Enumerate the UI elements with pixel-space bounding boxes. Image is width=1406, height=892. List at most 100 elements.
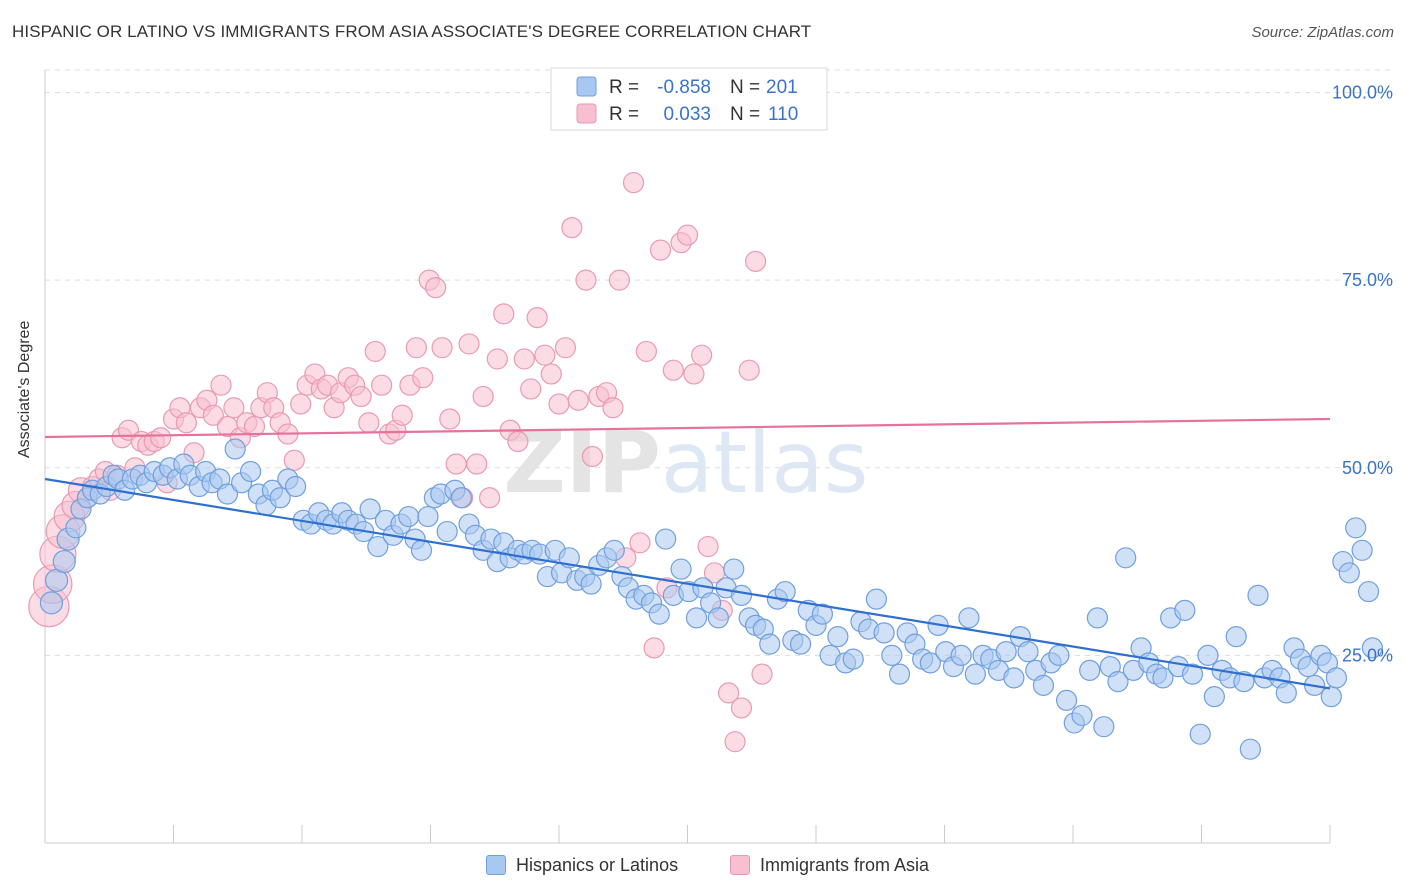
pink-point bbox=[243, 415, 266, 438]
blue-point bbox=[39, 591, 64, 615]
chart-source: Source: ZipAtlas.com bbox=[1251, 24, 1394, 41]
pink-point bbox=[283, 449, 305, 471]
blue-point bbox=[1017, 641, 1039, 663]
pink-point bbox=[718, 682, 740, 704]
axes bbox=[44, 70, 1331, 844]
blue-point bbox=[1320, 686, 1342, 708]
blue-point bbox=[1032, 674, 1055, 696]
pink-point bbox=[540, 363, 562, 385]
blue-point bbox=[1115, 547, 1137, 569]
pink-point bbox=[458, 333, 480, 355]
blue-point bbox=[1361, 637, 1384, 659]
blue-point bbox=[224, 438, 246, 460]
legend-top: R = -0.858 N = 201 R = 0.033 N = 110 bbox=[550, 67, 828, 131]
blue-point bbox=[1093, 716, 1115, 738]
pink-point bbox=[486, 348, 508, 370]
y-tick-labels: 25.0% 50.0% 75.0% 100.0% bbox=[1332, 83, 1393, 666]
pink-point bbox=[534, 344, 556, 366]
blue-point bbox=[1152, 667, 1174, 689]
blue-point bbox=[603, 539, 625, 561]
y-tick-label: 75.0% bbox=[1342, 270, 1393, 290]
pink-point bbox=[608, 269, 630, 291]
pink-point bbox=[662, 359, 684, 381]
blue-point bbox=[723, 558, 745, 580]
blue-point bbox=[995, 641, 1017, 663]
blue-point bbox=[950, 644, 972, 666]
pink-point bbox=[554, 337, 577, 359]
legend-bottom: Hispanics or Latinos Immigrants from Asi… bbox=[0, 852, 1406, 878]
blue-point bbox=[240, 460, 262, 483]
blue-point bbox=[789, 633, 812, 655]
blue-trendline bbox=[44, 477, 1331, 690]
pink-point bbox=[507, 430, 529, 453]
pink-point bbox=[548, 393, 570, 415]
pink-point bbox=[364, 340, 386, 363]
blue-point bbox=[759, 633, 781, 655]
blue-point bbox=[216, 483, 239, 505]
pink-point bbox=[371, 374, 393, 396]
pink-point bbox=[751, 663, 773, 685]
blue-point bbox=[450, 487, 472, 509]
blue-point bbox=[1338, 562, 1360, 584]
blue-point bbox=[1003, 667, 1025, 689]
blue-point bbox=[1247, 584, 1269, 606]
legend-r-label-pink: R = bbox=[609, 104, 639, 125]
pink-point bbox=[622, 171, 645, 194]
pink-point bbox=[425, 277, 447, 299]
blue-point bbox=[648, 603, 670, 625]
pink-point bbox=[513, 348, 535, 370]
pink-point bbox=[676, 224, 699, 246]
blue-point bbox=[811, 603, 834, 625]
blue-point bbox=[1086, 607, 1109, 629]
blue-point bbox=[580, 573, 602, 595]
pink-point bbox=[210, 374, 232, 396]
blue-point bbox=[1275, 682, 1297, 704]
blue-point bbox=[1174, 599, 1196, 621]
legend-n-value-pink: 110 bbox=[768, 104, 798, 125]
pink-point bbox=[643, 637, 665, 659]
pink-point bbox=[520, 378, 542, 400]
pink-point bbox=[635, 340, 657, 363]
blue-point bbox=[774, 580, 796, 603]
pink-point bbox=[350, 385, 372, 408]
pink-point bbox=[724, 731, 746, 753]
legend-n-label-pink: N = bbox=[730, 104, 760, 125]
pink-point bbox=[683, 363, 705, 385]
blue-point bbox=[367, 535, 389, 558]
blue-point bbox=[269, 487, 291, 509]
blue-point bbox=[958, 607, 980, 629]
y-tick-label: 50.0% bbox=[1342, 458, 1393, 478]
blue-point bbox=[1345, 517, 1367, 539]
blue-point bbox=[410, 539, 433, 561]
blue-point bbox=[888, 663, 911, 685]
pink-point bbox=[358, 412, 380, 434]
blue-point bbox=[865, 588, 887, 610]
legend-item-hispanics: Hispanics or Latinos bbox=[486, 852, 678, 878]
blue-point bbox=[964, 663, 986, 685]
blue-point bbox=[359, 498, 381, 520]
legend-r-value-pink: 0.033 bbox=[663, 104, 711, 125]
blue-point bbox=[1325, 667, 1348, 689]
pink-point bbox=[479, 487, 501, 509]
legend-n-label-blue: N = bbox=[730, 77, 760, 98]
pink-point bbox=[730, 697, 753, 719]
legend-label-asia: Immigrants from Asia bbox=[760, 854, 930, 875]
blue-point bbox=[1225, 626, 1247, 648]
pink-point bbox=[745, 250, 767, 272]
blue-point bbox=[670, 558, 692, 580]
legend-swatch-asia bbox=[730, 855, 750, 875]
pink-point bbox=[691, 344, 713, 366]
legend-r-label-blue: R = bbox=[609, 77, 639, 98]
pink-point bbox=[561, 217, 583, 239]
blue-point bbox=[685, 607, 708, 629]
blue-point bbox=[1203, 686, 1225, 708]
pink-point bbox=[150, 427, 172, 449]
y-tick-label: 100.0% bbox=[1332, 83, 1393, 103]
blue-point bbox=[436, 520, 458, 543]
blue-point bbox=[873, 622, 895, 644]
pink-point bbox=[290, 393, 312, 415]
blue-point bbox=[1351, 539, 1373, 561]
pink-point bbox=[405, 337, 427, 359]
pink-point bbox=[472, 385, 494, 408]
blue-point bbox=[881, 644, 903, 666]
